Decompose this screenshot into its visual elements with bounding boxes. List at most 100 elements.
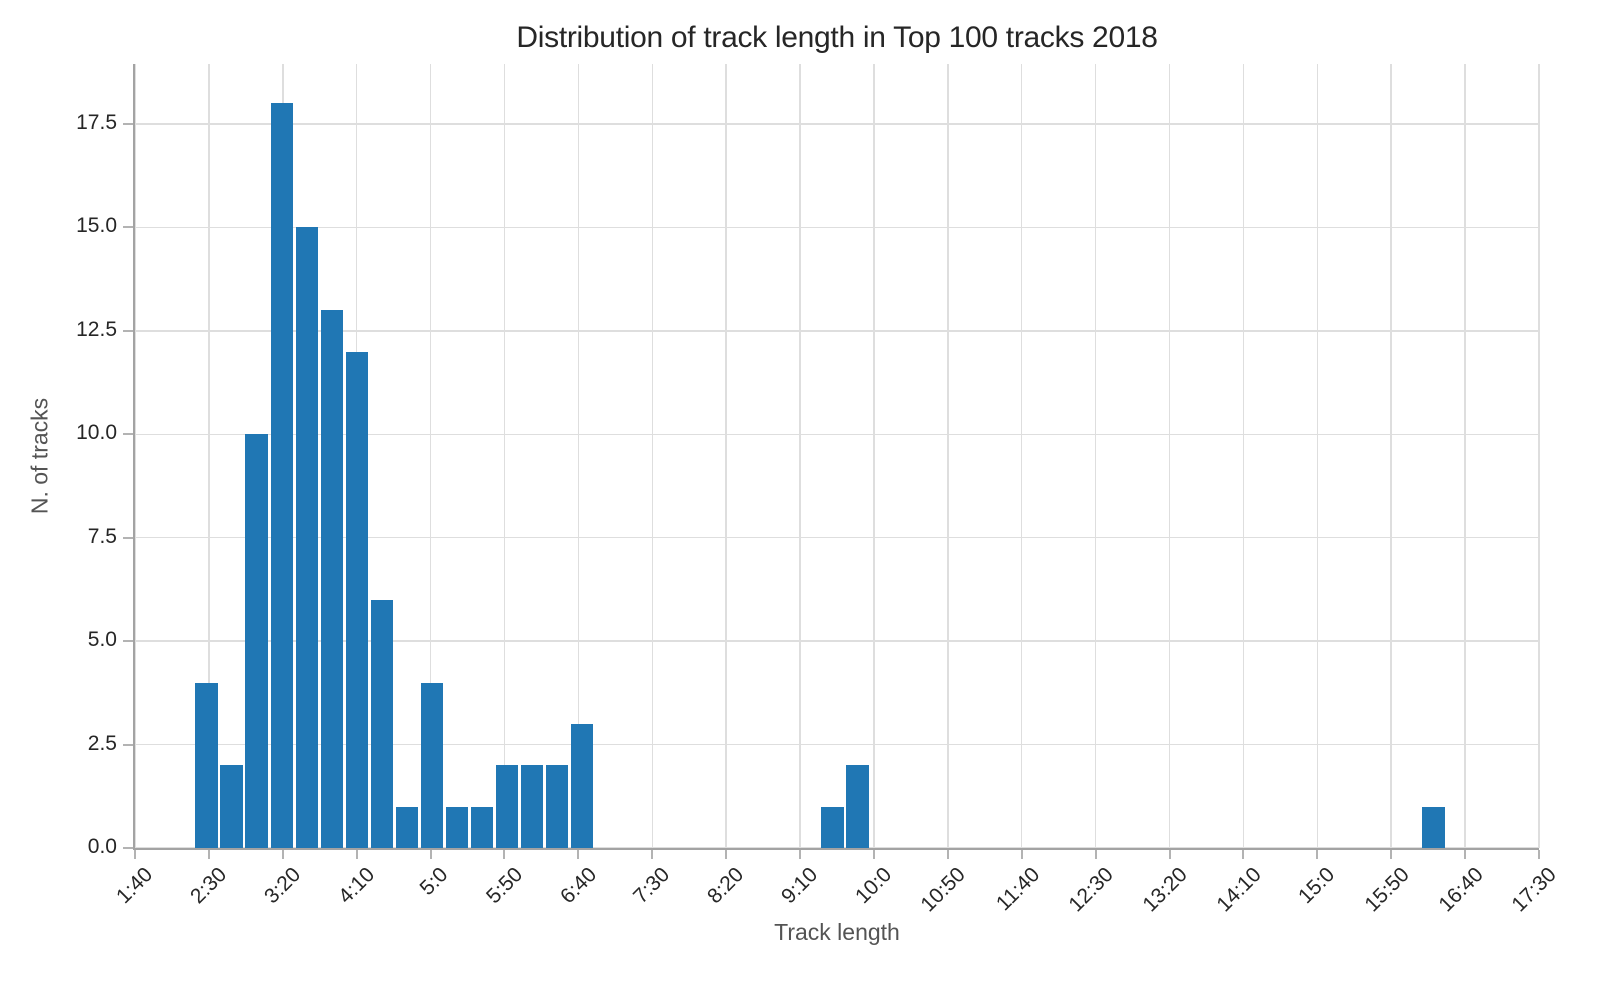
x-tick-label: 10:0 — [851, 863, 897, 909]
histogram-bar — [370, 599, 394, 848]
x-tick-mark — [577, 850, 580, 859]
gridline-vertical — [1242, 64, 1245, 848]
gridline-vertical — [651, 64, 653, 848]
y-tick-mark — [123, 226, 133, 229]
x-tick-label: 15:50 — [1360, 863, 1414, 917]
histogram-bar — [821, 806, 844, 848]
y-axis-spine — [133, 64, 135, 850]
y-tick-label: 10.0 — [76, 421, 117, 445]
x-axis-spine — [133, 848, 1539, 850]
gridline-vertical — [208, 64, 210, 848]
x-tick-label: 2:30 — [186, 863, 232, 909]
histogram-bar — [470, 806, 494, 848]
x-tick-label: 14:10 — [1212, 863, 1266, 917]
x-tick-mark — [799, 850, 802, 859]
gridline-horizontal — [135, 123, 1539, 125]
x-tick-mark — [1242, 850, 1245, 859]
x-tick-label: 1:40 — [112, 863, 158, 909]
histogram-bar — [570, 723, 594, 848]
gridline-vertical — [947, 64, 949, 848]
x-tick-mark — [1020, 850, 1023, 859]
y-tick-label: 5.0 — [87, 628, 117, 652]
gridline-vertical — [503, 64, 506, 848]
histogram-bar — [270, 103, 293, 848]
gridline-vertical — [577, 64, 580, 848]
gridline-horizontal — [135, 226, 1539, 229]
histogram-bar — [220, 765, 243, 848]
gridline-vertical — [134, 64, 136, 848]
histogram-bar — [445, 806, 469, 848]
chart-title: Distribution of track length in Top 100 … — [516, 21, 1158, 54]
histogram-bar — [495, 765, 519, 848]
x-tick-mark — [1168, 850, 1171, 859]
x-tick-mark — [946, 850, 949, 859]
gridline-vertical — [1538, 64, 1540, 848]
y-tick-label: 7.5 — [87, 524, 117, 548]
x-tick-mark — [872, 850, 875, 859]
gridline-vertical — [725, 64, 727, 848]
x-tick-label: 8:20 — [703, 863, 749, 909]
x-tick-label: 11:40 — [991, 863, 1045, 916]
y-tick-label: 2.5 — [87, 731, 117, 755]
gridline-vertical — [1020, 64, 1023, 848]
gridline-vertical — [1390, 64, 1392, 848]
x-tick-mark — [207, 850, 210, 859]
x-tick-label: 3:20 — [259, 863, 306, 909]
x-tick-mark — [651, 850, 654, 859]
x-tick-label: 5:0 — [415, 863, 453, 900]
gridline-horizontal — [135, 330, 1539, 332]
gridline-vertical — [1464, 64, 1466, 848]
y-tick-label: 0.0 — [87, 835, 117, 858]
histogram-bar — [195, 682, 218, 848]
y-tick-mark — [123, 433, 133, 436]
x-tick-mark — [134, 850, 136, 859]
gridline-vertical — [799, 64, 801, 848]
gridline-vertical — [1094, 64, 1097, 848]
histogram-bar — [846, 765, 869, 848]
histogram-bar — [520, 765, 544, 848]
x-tick-label: 13:20 — [1138, 863, 1192, 917]
gridline-vertical — [873, 64, 875, 848]
gridline-horizontal — [135, 433, 1539, 436]
x-tick-mark — [1464, 850, 1467, 859]
x-tick-label: 12:30 — [1064, 863, 1118, 917]
histogram-bar — [395, 806, 419, 848]
x-tick-label: 5:50 — [481, 863, 527, 909]
histogram-bar — [420, 682, 444, 848]
x-tick-label: 10:50 — [916, 863, 971, 917]
gridline-horizontal — [135, 536, 1539, 539]
x-tick-label: 16:40 — [1433, 863, 1488, 917]
x-tick-mark — [355, 850, 358, 859]
y-tick-mark — [123, 847, 133, 849]
x-tick-mark — [1538, 850, 1540, 859]
x-tick-mark — [281, 850, 284, 859]
y-tick-mark — [123, 122, 133, 125]
y-tick-mark — [123, 329, 133, 332]
x-tick-mark — [503, 850, 506, 859]
y-tick-mark — [123, 536, 133, 539]
x-tick-label: 7:30 — [629, 863, 675, 909]
x-tick-label: 17:30 — [1507, 863, 1562, 917]
gridline-vertical — [1168, 64, 1171, 848]
x-tick-mark — [1094, 850, 1097, 859]
y-tick-label: 12.5 — [76, 317, 117, 341]
x-tick-mark — [1316, 850, 1319, 859]
x-tick-label: 9:10 — [777, 863, 823, 909]
x-tick-mark — [1390, 850, 1393, 859]
x-tick-label: 6:40 — [555, 863, 601, 909]
gridline-vertical — [429, 64, 432, 848]
y-tick-mark — [123, 640, 133, 643]
histogram-bar — [545, 765, 569, 848]
x-tick-label: 4:10 — [333, 863, 379, 909]
x-axis-label: Track length — [774, 919, 900, 945]
histogram-bar — [295, 227, 318, 848]
gridline-horizontal — [135, 743, 1539, 746]
y-axis-label: N. of tracks — [26, 397, 53, 515]
histogram-bar — [345, 351, 369, 848]
y-tick-mark — [123, 743, 133, 746]
histogram-bar — [320, 310, 343, 848]
y-tick-label: 15.0 — [76, 214, 117, 238]
y-tick-label: 17.5 — [76, 110, 117, 134]
x-tick-mark — [429, 850, 432, 859]
